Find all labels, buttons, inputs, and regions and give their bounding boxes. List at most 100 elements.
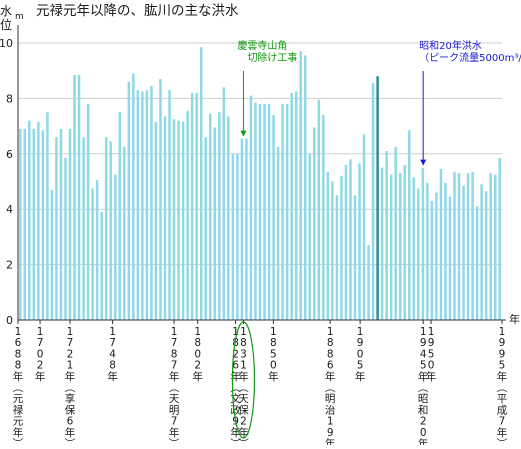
flood-bar bbox=[240, 138, 244, 320]
flood-bar bbox=[353, 195, 357, 320]
flood-bar bbox=[408, 130, 411, 320]
flood-bar bbox=[349, 159, 352, 320]
flood-bar bbox=[73, 74, 76, 320]
flood-bar bbox=[222, 87, 226, 320]
flood-bar bbox=[254, 102, 257, 320]
y-axis-label-bottom: 位 bbox=[0, 17, 12, 32]
flood-bar bbox=[439, 169, 443, 320]
flood-bar bbox=[398, 173, 402, 320]
flood-bar bbox=[471, 171, 474, 320]
flood-bar bbox=[28, 120, 31, 320]
flood-bar bbox=[123, 146, 126, 321]
y-tick-label: 10 bbox=[0, 37, 13, 50]
flood-bar bbox=[68, 128, 72, 320]
flood-bar bbox=[299, 51, 302, 321]
flood-bar bbox=[358, 163, 361, 320]
flood-bar bbox=[213, 127, 217, 320]
flood-bar bbox=[484, 191, 488, 320]
flood-bar bbox=[371, 83, 375, 320]
annotation-text: 昭和20年洪水 bbox=[419, 39, 482, 52]
flood-bar bbox=[493, 174, 497, 320]
flood-bar bbox=[394, 146, 397, 321]
flood-bar bbox=[285, 103, 289, 320]
flood-bar bbox=[150, 85, 153, 320]
flood-bar bbox=[426, 182, 429, 320]
flood-bar bbox=[118, 112, 122, 320]
flood-bar bbox=[249, 95, 253, 320]
flood-bar bbox=[417, 188, 420, 320]
flood-bar bbox=[186, 110, 189, 321]
y-tick-label: 6 bbox=[6, 148, 13, 161]
axes bbox=[17, 25, 506, 324]
flood-bar bbox=[114, 174, 117, 320]
x-tick-label: 1 6 8 8 年︵元禄元年︶ bbox=[13, 326, 24, 445]
flood-bar bbox=[190, 92, 194, 320]
y-tick-label: 2 bbox=[6, 259, 13, 272]
flood-bar bbox=[199, 47, 203, 320]
flood-bar bbox=[154, 121, 158, 320]
flood-bar bbox=[82, 137, 85, 320]
flood-bar bbox=[195, 92, 198, 320]
flood-bar bbox=[109, 141, 112, 320]
flood-bar bbox=[281, 103, 284, 320]
x-tick-label: 1 7 2 1 年︵享保 6 年︶ bbox=[65, 326, 76, 445]
flood-bar bbox=[163, 116, 167, 320]
flood-bar bbox=[231, 153, 235, 320]
flood-bar bbox=[267, 103, 271, 320]
flood-bar bbox=[209, 113, 212, 320]
flood-bar bbox=[127, 81, 131, 320]
flood-bar bbox=[95, 180, 99, 320]
flood-bar bbox=[218, 112, 221, 320]
y-axis-unit: m bbox=[15, 12, 24, 22]
flood-bar bbox=[367, 245, 370, 320]
x-axis-label: 年 bbox=[509, 312, 520, 326]
flood-bar bbox=[380, 167, 384, 320]
flood-bar bbox=[489, 173, 492, 320]
flood-bar bbox=[41, 130, 45, 320]
flood-bar bbox=[91, 188, 94, 320]
flood-bar bbox=[272, 115, 275, 321]
annotation-arrowhead bbox=[240, 130, 247, 137]
y-axis-label: 水 bbox=[0, 4, 12, 18]
flood-bar bbox=[227, 116, 230, 320]
flood-bar bbox=[59, 128, 63, 320]
flood-bar bbox=[245, 138, 248, 320]
flood-bar bbox=[303, 55, 307, 321]
flood-bar bbox=[362, 134, 366, 320]
x-tick-label: 1 7 8 7 年︵天明 7 年︶ bbox=[169, 326, 180, 445]
flood-bar bbox=[389, 174, 393, 320]
flood-bar bbox=[403, 164, 406, 320]
x-tick-label: 1 8 3 1 年︵天保 2 年︶ bbox=[238, 326, 249, 445]
flood-bar bbox=[55, 137, 58, 320]
x-tick-labels: 1 6 8 8 年︵元禄元年︶ 1 7 0 2 年 1 7 2 1 年︵享保 6 年︶ 1 7 4 8 年 1 7 8 7 年︵天明… bbox=[13, 326, 508, 449]
y-tick-label: 8 bbox=[6, 92, 13, 105]
flood-bar bbox=[412, 177, 416, 320]
flood-bar bbox=[172, 119, 176, 321]
flood-bar bbox=[385, 151, 388, 320]
flood-bar bbox=[104, 137, 108, 320]
flood-bar bbox=[136, 90, 140, 320]
flood-bar bbox=[132, 73, 135, 320]
flood-bar bbox=[340, 175, 343, 320]
flood-bar bbox=[77, 74, 81, 320]
flood-bar bbox=[331, 181, 334, 320]
flood-bar bbox=[276, 146, 280, 321]
flood-bar bbox=[168, 90, 171, 320]
flood-bar bbox=[435, 192, 438, 320]
flood-bar bbox=[141, 91, 144, 320]
annotation-text: （ピーク流量5000m³/s） bbox=[419, 51, 521, 64]
y-tick-label: 0 bbox=[6, 314, 13, 327]
flood-bar bbox=[480, 184, 483, 320]
annotation-text: 切除け工事 bbox=[247, 51, 297, 64]
flood-bar bbox=[258, 103, 262, 320]
flood-bar bbox=[317, 99, 321, 320]
flood-bar bbox=[145, 90, 149, 320]
flood-bar bbox=[444, 182, 447, 320]
